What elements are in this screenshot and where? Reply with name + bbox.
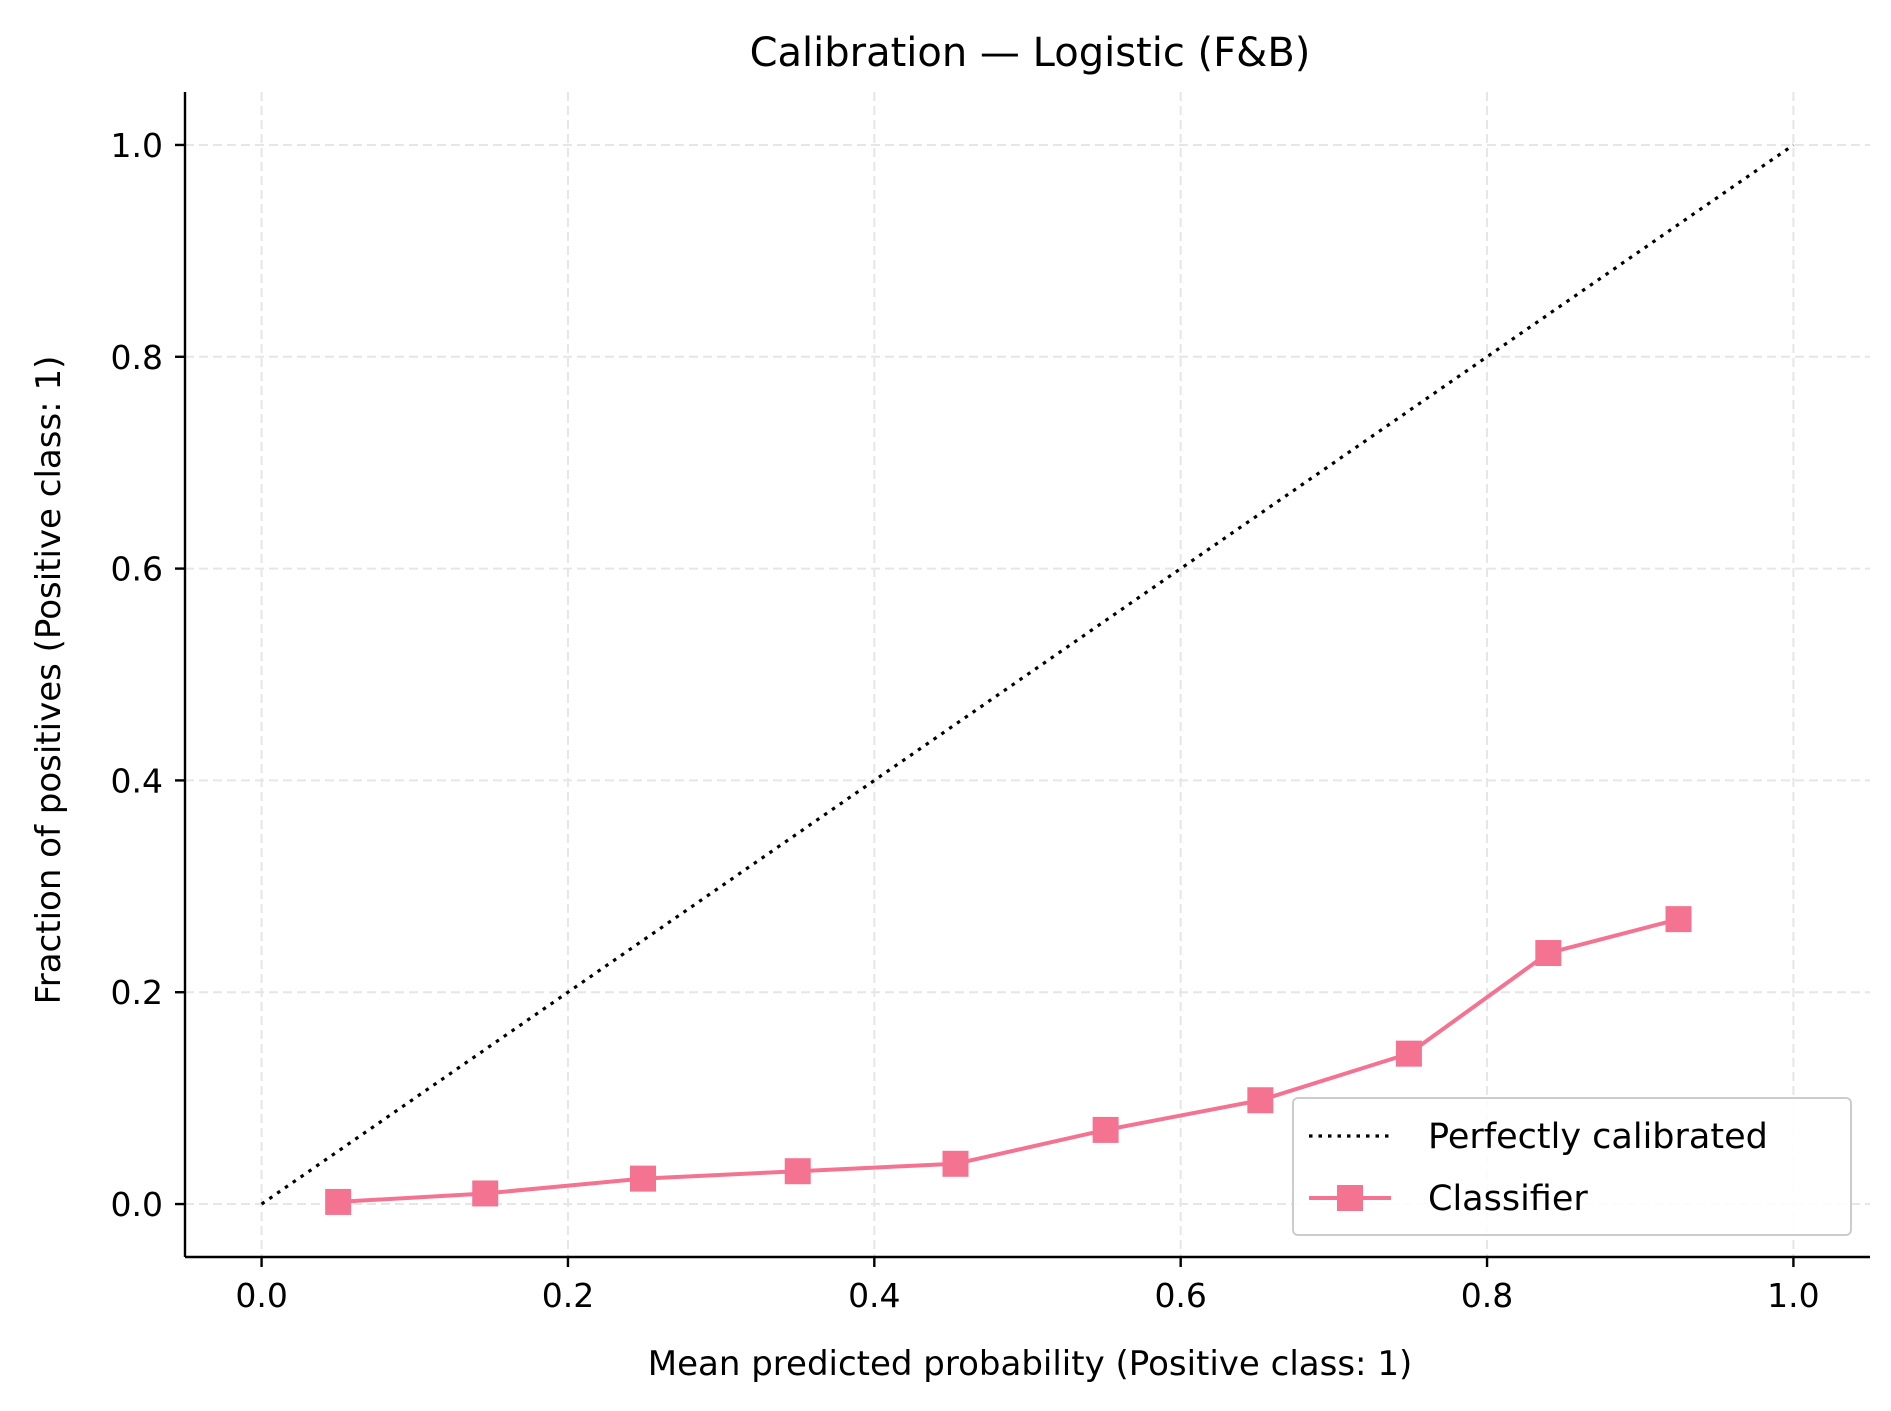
classifier-marker [1535, 940, 1562, 967]
axes: 0.0 0.2 0.4 0.6 0.8 1.0 0.0 0.2 0.4 0.6 0.8 1.0 [111, 92, 1870, 1315]
y-axis-label: Fraction of positives (Positive class: 1… [29, 356, 69, 1005]
x-tick-label: 0.6 [1154, 1276, 1206, 1315]
classifier-marker [1092, 1116, 1119, 1143]
legend-label: Perfectly calibrated [1428, 1117, 1768, 1157]
y-tick-label: 0.6 [111, 550, 163, 589]
chart-title: Calibration — Logistic (F&B) [750, 30, 1311, 76]
x-axis-label: Mean predicted probability (Positive cla… [648, 1344, 1412, 1384]
y-tick-label: 0.0 [111, 1185, 163, 1224]
classifier-marker [942, 1150, 969, 1177]
classifier-marker [784, 1158, 811, 1185]
legend-swatch-classifier-marker [1337, 1185, 1363, 1211]
x-tick-label: 1.0 [1767, 1276, 1819, 1315]
x-tick-label: 0.8 [1461, 1276, 1513, 1315]
classifier-marker [1395, 1040, 1422, 1067]
x-tick-label: 0.2 [542, 1276, 594, 1315]
legend-frame [1292, 1097, 1852, 1236]
legend-label: Classifier [1428, 1179, 1588, 1219]
y-tick-label: 1.0 [111, 126, 163, 165]
classifier-line [338, 917, 1680, 1204]
plot-area [260, 143, 1795, 1215]
y-tick-label: 0.8 [111, 338, 163, 377]
classifier-marker [325, 1188, 352, 1215]
classifier-marker [1247, 1087, 1274, 1114]
y-tick-label: 0.2 [111, 973, 163, 1012]
classifier-marker [630, 1165, 657, 1192]
x-tick-label: 0.0 [235, 1276, 287, 1315]
perfectly-calibrated-line [260, 143, 1795, 1206]
grid [185, 92, 1870, 1257]
classifier-marker [1665, 906, 1692, 933]
x-tick-label: 0.4 [848, 1276, 900, 1315]
y-tick-label: 0.4 [111, 761, 163, 800]
legend: Perfectly calibrated Classifier [1292, 1097, 1852, 1236]
classifier-marker [472, 1180, 499, 1207]
